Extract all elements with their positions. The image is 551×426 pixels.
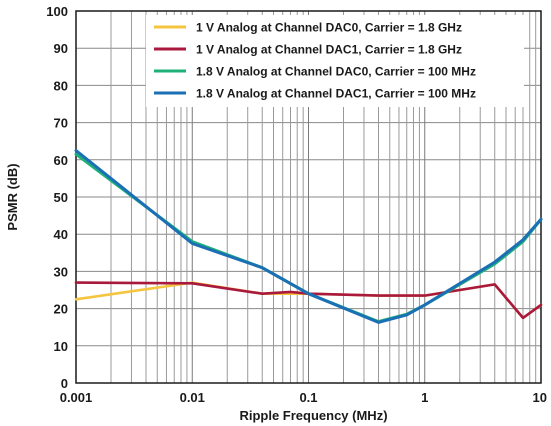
y-axis-label: PSMR (dB) bbox=[5, 163, 20, 230]
y-tick-label: 100 bbox=[46, 4, 68, 19]
x-tick-label: 0.001 bbox=[60, 390, 93, 405]
y-tick-label: 10 bbox=[54, 339, 68, 354]
y-tick-label: 20 bbox=[54, 302, 68, 317]
legend-entry-label: 1.8 V Analog at Channel DAC1, Carrier = … bbox=[196, 87, 476, 101]
legend: 1 V Analog at Channel DAC0, Carrier = 1.… bbox=[146, 15, 524, 107]
y-tick-label: 80 bbox=[54, 78, 68, 93]
y-tick-label: 60 bbox=[54, 153, 68, 168]
y-tick-label: 90 bbox=[54, 41, 68, 56]
x-tick-label: 1 bbox=[421, 390, 428, 405]
y-tick-label: 0 bbox=[61, 376, 68, 391]
legend-entry-label: 1.8 V Analog at Channel DAC0, Carrier = … bbox=[196, 65, 476, 79]
legend-entry-label: 1 V Analog at Channel DAC1, Carrier = 1.… bbox=[196, 43, 462, 57]
legend-entry-label: 1 V Analog at Channel DAC0, Carrier = 1.… bbox=[196, 21, 462, 35]
y-tick-label: 50 bbox=[54, 190, 68, 205]
series-line-4 bbox=[74, 149, 543, 324]
x-tick-label: 0.1 bbox=[299, 390, 317, 405]
series-line-2 bbox=[74, 281, 543, 320]
x-axis-ticks: 0.001 0.01 0.1 1 10 bbox=[60, 390, 547, 405]
y-tick-label: 40 bbox=[54, 227, 68, 242]
x-axis-label: Ripple Frequency (MHz) bbox=[239, 408, 387, 423]
y-tick-label: 70 bbox=[54, 116, 68, 131]
y-axis-ticks: 0 10 20 30 40 50 60 70 80 90 100 bbox=[46, 4, 68, 391]
plot-frame bbox=[75, 10, 542, 384]
y-tick-label: 30 bbox=[54, 264, 68, 279]
x-tick-label: 0.01 bbox=[180, 390, 205, 405]
legend-background bbox=[146, 15, 524, 107]
series-lines bbox=[74, 149, 543, 324]
x-tick-label: 10 bbox=[533, 390, 547, 405]
